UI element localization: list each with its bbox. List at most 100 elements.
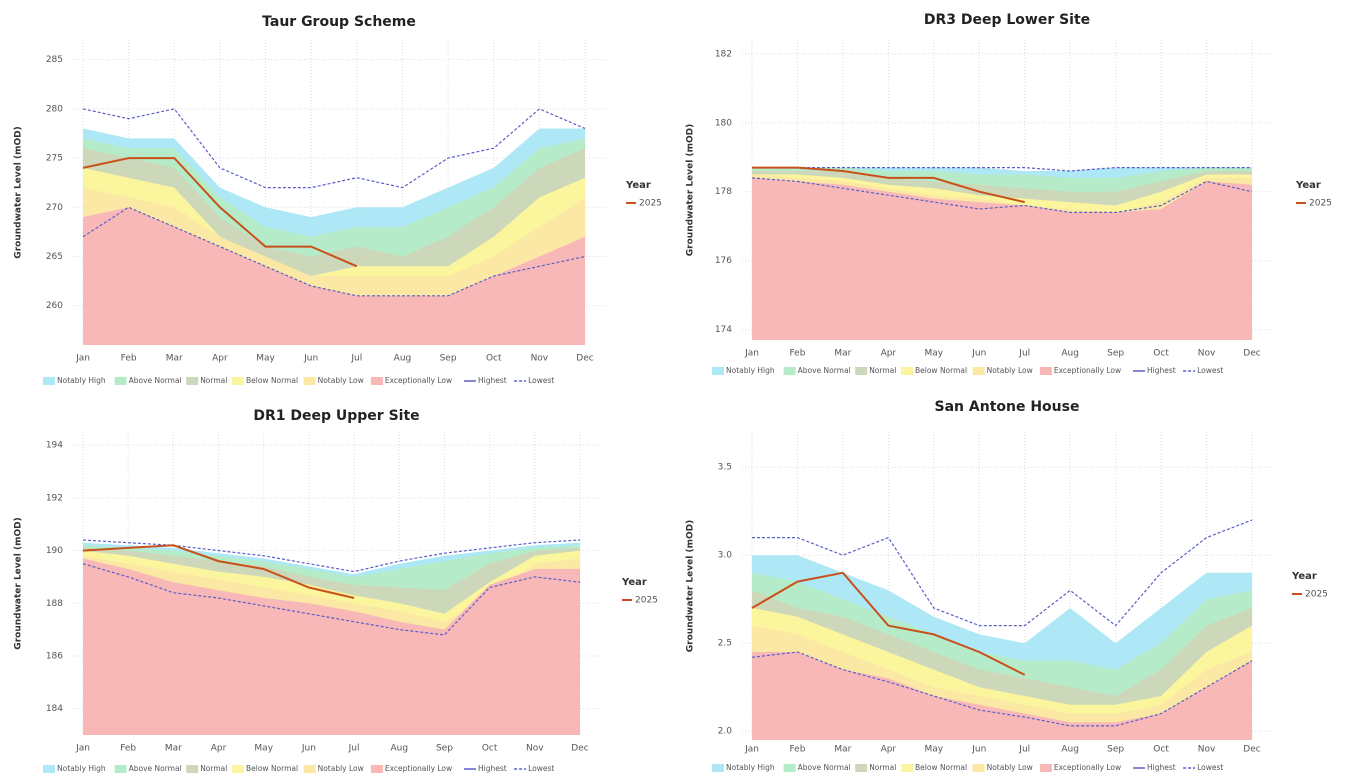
legend-label: 2025 (639, 199, 662, 209)
legend-label: Notably Low (987, 366, 1033, 375)
legend-label: Normal (869, 366, 896, 375)
x-tick-label: Feb (121, 354, 137, 364)
x-tick-label: Jan (75, 354, 90, 364)
x-tick-label: Feb (120, 744, 136, 754)
legend-label: Highest (1147, 763, 1176, 772)
legend-swatch (855, 367, 868, 375)
x-tick-label: Jun (303, 354, 318, 364)
y-tick-label: 2.5 (718, 639, 732, 649)
legend-label: Notably High (726, 763, 775, 772)
legend-label: Notably High (726, 366, 775, 375)
legend-label: Lowest (528, 376, 554, 385)
legend-swatch (972, 764, 985, 772)
legend-label: Normal (869, 763, 896, 772)
legend-swatch (303, 765, 316, 773)
x-tick-label: Sep (440, 354, 457, 364)
x-tick-label: Apr (211, 744, 227, 754)
legend-label: Exceptionally Low (385, 764, 452, 773)
legend-swatch (712, 764, 724, 772)
x-tick-label: Mar (166, 354, 183, 364)
legend-label: Above Normal (129, 376, 182, 385)
band-area (83, 558, 580, 735)
year-line (82, 157, 358, 268)
reference-line (751, 651, 1253, 727)
x-tick-label: Dec (576, 354, 593, 364)
legend-label: Below Normal (915, 366, 967, 375)
x-tick-label: May (925, 349, 944, 359)
x-tick-label: Mar (834, 349, 851, 359)
x-tick-label: May (256, 354, 275, 364)
legend-label: Below Normal (246, 376, 298, 385)
y-tick-label: 260 (46, 301, 63, 311)
legend-label: Normal (200, 376, 227, 385)
legend-swatch (114, 377, 127, 385)
legend-swatch (855, 764, 868, 772)
legend-label: Highest (1147, 366, 1176, 375)
legend-label: Notably High (57, 764, 106, 773)
year-line (82, 544, 355, 599)
legend-swatch (43, 765, 55, 773)
legend-swatch (232, 765, 244, 773)
legend-label: Notably High (57, 376, 106, 385)
y-tick-label: 275 (46, 154, 63, 164)
y-tick-label: 178 (715, 187, 732, 197)
x-tick-label: Nov (526, 744, 544, 754)
legend-label: Exceptionally Low (385, 376, 452, 385)
x-tick-label: Nov (1198, 349, 1216, 359)
legend-label: Exceptionally Low (1054, 366, 1121, 375)
legend-title: Year (1295, 180, 1321, 191)
legend-swatch (43, 377, 55, 385)
x-tick-label: Oct (1153, 745, 1169, 755)
legend-label: Notably Low (987, 763, 1033, 772)
year-line (752, 166, 1025, 204)
legend-label: Exceptionally Low (1054, 763, 1121, 772)
x-tick-label: Aug (1061, 745, 1079, 755)
x-tick-label: Nov (1198, 745, 1216, 755)
y-tick-label: 192 (46, 493, 63, 503)
legend-title: Year (1291, 571, 1317, 582)
x-tick-label: Jan (75, 744, 90, 754)
reference-line (751, 177, 1253, 213)
legend-label: Notably Low (318, 764, 364, 773)
legend-swatch (1039, 367, 1052, 375)
x-tick-label: Dec (571, 744, 588, 754)
y-tick-label: 3.0 (718, 551, 733, 561)
y-axis-label: Groundwater Level (mOD) (14, 126, 24, 258)
chart-panel: Taur Group Scheme Groundwater Level (mOD)… (14, 14, 662, 385)
band-area (752, 652, 1252, 740)
chart-panel: DR1 Deep Upper Site Groundwater Level (mO… (14, 408, 658, 773)
legend-swatch (303, 377, 316, 385)
band-area (752, 177, 1252, 340)
legend-title: Year (621, 577, 647, 588)
y-tick-label: 188 (46, 599, 63, 609)
y-tick-label: 176 (715, 256, 732, 266)
x-tick-label: Sep (1107, 349, 1124, 359)
y-tick-label: 280 (46, 104, 63, 114)
x-tick-label: Feb (789, 745, 805, 755)
legend-label: 2025 (635, 596, 658, 606)
y-tick-label: 186 (46, 651, 63, 661)
legend-label: Highest (478, 376, 507, 385)
x-tick-label: Apr (881, 349, 897, 359)
x-tick-label: Jun (971, 349, 986, 359)
y-tick-label: 184 (46, 704, 63, 714)
y-tick-label: 182 (715, 49, 732, 59)
legend-swatch (712, 367, 724, 375)
legend-label: Above Normal (798, 366, 851, 375)
x-tick-label: Dec (1243, 745, 1260, 755)
legend-swatch (232, 377, 244, 385)
x-tick-label: Feb (789, 349, 805, 359)
x-tick-label: Nov (531, 354, 549, 364)
legend-label: Lowest (528, 764, 554, 773)
legend-swatch (186, 377, 199, 385)
y-axis-label: Groundwater Level (mOD) (686, 520, 696, 652)
legend-swatch (972, 367, 985, 375)
legend-label: Above Normal (798, 763, 851, 772)
y-tick-label: 270 (46, 203, 63, 213)
chart-title: DR3 Deep Lower Site (924, 12, 1090, 28)
y-tick-label: 2.0 (718, 727, 733, 737)
year-line (751, 571, 1026, 676)
legend-swatch (370, 377, 383, 385)
y-tick-label: 3.5 (718, 463, 732, 473)
